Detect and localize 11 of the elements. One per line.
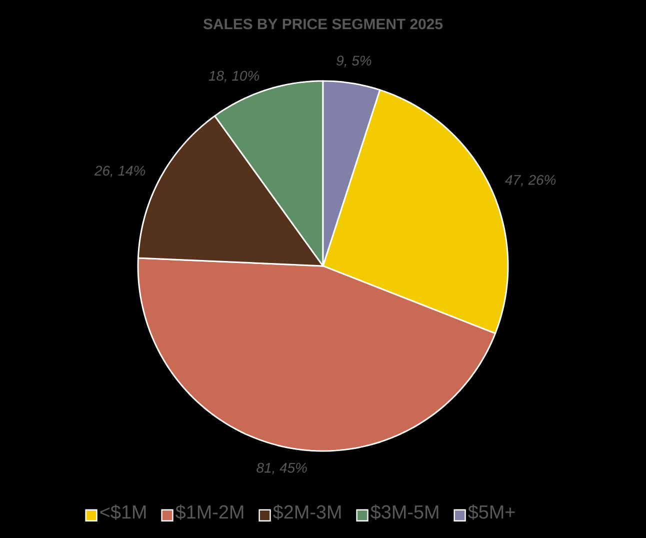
- data-label: 9, 5%: [336, 56, 372, 68]
- data-label: 47, 26%: [505, 174, 556, 187]
- legend-label: $2M-3M: [273, 504, 341, 520]
- chart-title: SALES BY PRICE SEGMENT 2025: [203, 18, 443, 30]
- legend-label: <$1M: [100, 504, 146, 520]
- data-label: 26, 14%: [94, 166, 146, 178]
- legend-label: $3M-5M: [370, 504, 438, 520]
- data-label: 18, 10%: [208, 70, 260, 82]
- legend-label: $1M-2M: [176, 504, 244, 520]
- data-label: 81, 45%: [256, 462, 307, 474]
- legend-label: $5M+: [468, 504, 515, 520]
